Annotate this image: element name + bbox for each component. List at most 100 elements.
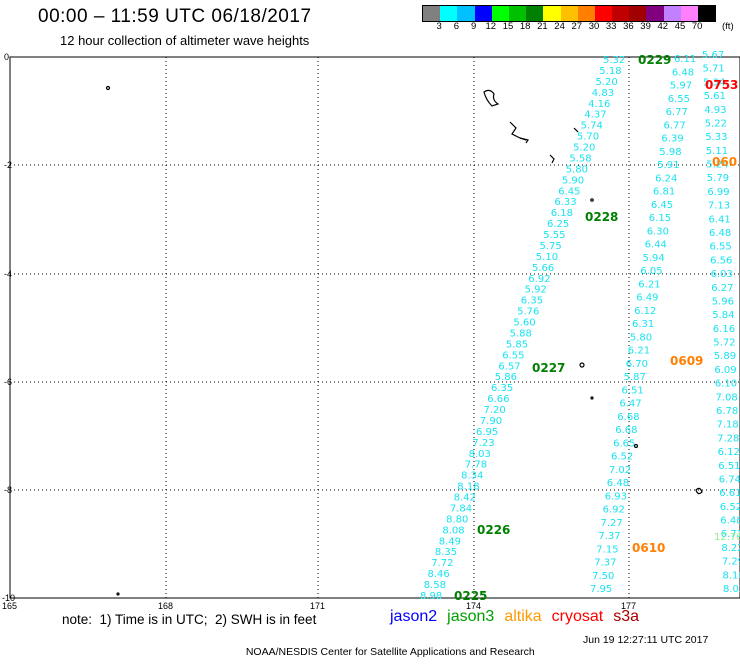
swh-value: 6.45: [558, 186, 580, 197]
swh-value: 4.93: [704, 105, 726, 116]
swh-value: 6.81: [653, 187, 675, 198]
swh-value: 5.10: [536, 252, 558, 263]
swh-value: 6.51: [622, 385, 644, 396]
swh-value: 6.15: [649, 213, 671, 224]
swh-value: 7.18: [717, 420, 739, 431]
swh-value: 7.84: [450, 504, 472, 515]
swh-value: 6.31: [632, 319, 654, 330]
swh-value: 6.12: [718, 447, 740, 458]
swh-value: 6.05: [640, 266, 662, 277]
lat-label: -8: [4, 485, 12, 495]
track-time-label: 060: [712, 155, 737, 169]
swh-value: 6.24: [655, 173, 677, 184]
swh-value: 6.39: [661, 134, 683, 145]
swh-value: 6.61: [719, 488, 740, 499]
swh-value: 5.76: [517, 307, 539, 318]
swh-value: 5.87: [624, 372, 646, 383]
swh-value: 6.21: [628, 346, 650, 357]
swh-value: 6.27: [711, 283, 733, 294]
swh-value: 7.13: [708, 201, 730, 212]
swh-value: 7.78: [465, 460, 487, 471]
swh-value: 6.55: [668, 94, 690, 105]
lat-label: 0: [4, 52, 9, 62]
swh-value: 6.09: [714, 365, 736, 376]
swh-value: 6.18: [551, 208, 573, 219]
swh-value: 8.03: [469, 449, 491, 460]
swh-value: 5.84: [712, 310, 734, 321]
swh-value: 7.90: [480, 416, 502, 427]
swh-value: 6.52: [720, 502, 740, 513]
swh-value: 6.35: [491, 383, 513, 394]
swh-value: 8.58: [424, 580, 446, 591]
map-frame: [10, 57, 740, 598]
swh-value: 5.97: [670, 81, 692, 92]
swh-value: 5.20: [573, 143, 595, 154]
track-time-label: 0229: [638, 53, 671, 67]
lon-label: 165: [2, 601, 17, 610]
swh-value: 8.34: [461, 471, 483, 482]
swh-value: 8.35: [435, 547, 457, 558]
lat-label: -6: [4, 377, 12, 387]
swh-value: 6.92: [603, 505, 625, 516]
swh-value: 8.18: [457, 482, 479, 493]
lat-label: -4: [4, 269, 12, 279]
swh-value: 6.93: [605, 491, 627, 502]
swh-value: 8.08: [442, 525, 464, 536]
swh-value: 4.37: [584, 110, 606, 121]
swh-value: 6.68: [615, 425, 637, 436]
lat-label: -2: [4, 160, 12, 170]
swh-value: 5.72: [713, 338, 735, 349]
swh-value: 7.29: [722, 557, 740, 568]
swh-value: 5.33: [705, 132, 727, 143]
swh-value: 6.35: [521, 296, 543, 307]
swh-value: 6.74: [719, 475, 740, 486]
credit-text: NOAA/NESDIS Center for Satellite Applica…: [246, 646, 535, 658]
swh-value: 5.80: [566, 164, 588, 175]
swh-value: 5.90: [562, 175, 584, 186]
swh-value: 5.94: [643, 253, 665, 264]
swh-value: 6.55: [502, 350, 524, 361]
swh-value: 6.41: [709, 214, 731, 225]
lon-label: 168: [158, 601, 173, 610]
swh-value: 4.16: [588, 99, 610, 110]
swh-value: 5.32: [603, 55, 625, 66]
swh-value: 5.85: [506, 339, 528, 350]
swh-value: 6.48: [607, 478, 629, 489]
swh-value: 6.55: [710, 242, 732, 253]
swh-value: 7.50: [592, 571, 614, 582]
swh-value: 6.51: [718, 461, 740, 472]
swh-value: 5.80: [630, 332, 652, 343]
swh-value: 6.65: [613, 438, 635, 449]
swh-value: 5.89: [714, 351, 736, 362]
swh-value: 5.70: [577, 132, 599, 143]
satellite-cryosat: cryosat: [552, 608, 604, 625]
satellite-altika: altika: [504, 608, 541, 625]
swh-value: 8.46: [428, 569, 450, 580]
swh-value: 6.44: [645, 240, 667, 251]
swh-value: 6.49: [636, 293, 658, 304]
satellite-s3a: s3a: [613, 608, 639, 625]
swh-value: 7.23: [472, 438, 494, 449]
footer-credit: NOAA/NESDIS Center for Satellite Applica…: [240, 634, 740, 670]
swh-value: 7.15: [596, 544, 618, 555]
swh-value: 6.30: [647, 226, 669, 237]
swh-value-high: 12.76: [714, 532, 740, 543]
swh-value: 7.20: [484, 405, 506, 416]
swh-value: 6.16: [713, 324, 735, 335]
swh-value: 6.48: [720, 516, 740, 527]
swh-value: 5.92: [525, 285, 547, 296]
swh-value: 6.95: [476, 427, 498, 438]
swh-value: 5.75: [540, 241, 562, 252]
track-time-label: 0226: [477, 523, 510, 537]
swh-value: 5.91: [657, 160, 679, 171]
swh-value: 6.12: [634, 306, 656, 317]
track-time-label: 0227: [532, 361, 565, 375]
swh-value: 5.74: [581, 121, 603, 132]
swh-value: 8.10: [723, 570, 740, 581]
swh-value: 6.52: [611, 452, 633, 463]
swh-value: 5.79: [707, 173, 729, 184]
satellite-jason2: jason2: [390, 608, 437, 625]
swh-value: 8.49: [439, 536, 461, 547]
